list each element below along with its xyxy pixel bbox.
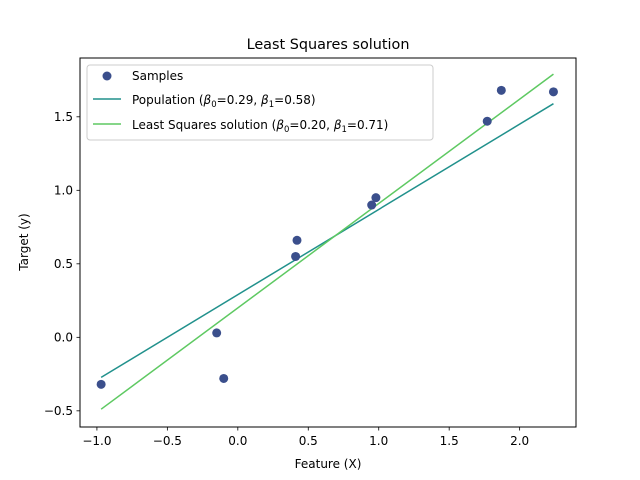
x-tick-label: 0.0 [228, 434, 247, 448]
legend-ls-beta0-sub: 0 [284, 125, 289, 135]
y-tick-label: 1.5 [54, 110, 73, 124]
legend-population-beta0-sub: 0 [211, 100, 216, 110]
legend-ls-beta0: β [275, 118, 284, 132]
legend-population-beta0: β [203, 93, 212, 107]
y-axis-label: Target (y) [17, 213, 31, 271]
legend-population-b1-value: =0.58) [274, 93, 315, 107]
legend-marker-samples [102, 71, 112, 81]
plot-area [96, 73, 558, 410]
legend-ls-prefix: Least Squares solution ( [132, 118, 276, 132]
y-tick-label: −0.5 [44, 404, 73, 418]
sample-point [548, 87, 558, 97]
sample-point [367, 200, 377, 210]
x-tick-label: 1.5 [440, 434, 459, 448]
x-tick-label: 1.0 [369, 434, 388, 448]
sample-point [482, 116, 492, 126]
x-tick-label: 2.0 [510, 434, 529, 448]
regression-line-1 [100, 103, 554, 379]
legend-ls-beta1-sub: 1 [341, 125, 346, 135]
sample-point [291, 251, 301, 261]
sample-point [496, 85, 506, 95]
sample-point [292, 235, 302, 245]
sample-point [371, 193, 381, 203]
legend-ls-b0-value: =0.20, [289, 118, 333, 132]
legend-ls-b1-value: =0.71) [347, 118, 388, 132]
legend-box [86, 64, 434, 141]
y-tick-label: 0.5 [54, 257, 73, 271]
axes-frame [79, 57, 577, 428]
y-tick-label: 1.0 [54, 183, 73, 197]
legend-ls-beta1: β [333, 118, 342, 132]
x-axis: −1.0 −0.5 0.0 0.5 1.0 1.5 2.0 [82, 427, 529, 448]
legend-label-samples: Samples [132, 69, 183, 83]
legend-label-population: Population (β0=0.29, β1=0.58) [132, 93, 316, 110]
sample-point [212, 328, 222, 338]
sample-point [219, 373, 229, 383]
legend: Samples Population (β0=0.29, β1=0.58) Le… [86, 64, 434, 141]
x-axis-label: Feature (X) [295, 457, 362, 471]
regression-line-2 [100, 73, 554, 410]
sample-point [96, 379, 106, 389]
legend-population-beta1: β [260, 93, 269, 107]
y-axis: −0.5 0.0 0.5 1.0 1.5 [44, 110, 80, 418]
legend-label-least-squares: Least Squares solution (β0=0.20, β1=0.71… [132, 118, 388, 135]
legend-population-beta1-sub: 1 [269, 100, 274, 110]
chart-title: Least Squares solution [247, 37, 410, 53]
x-tick-label: −1.0 [82, 434, 111, 448]
x-tick-label: 0.5 [299, 434, 318, 448]
legend-population-b0-value: =0.29, [217, 93, 261, 107]
y-tick-label: 0.0 [54, 330, 73, 344]
x-tick-label: −0.5 [153, 434, 182, 448]
legend-population-prefix: Population ( [132, 93, 204, 107]
